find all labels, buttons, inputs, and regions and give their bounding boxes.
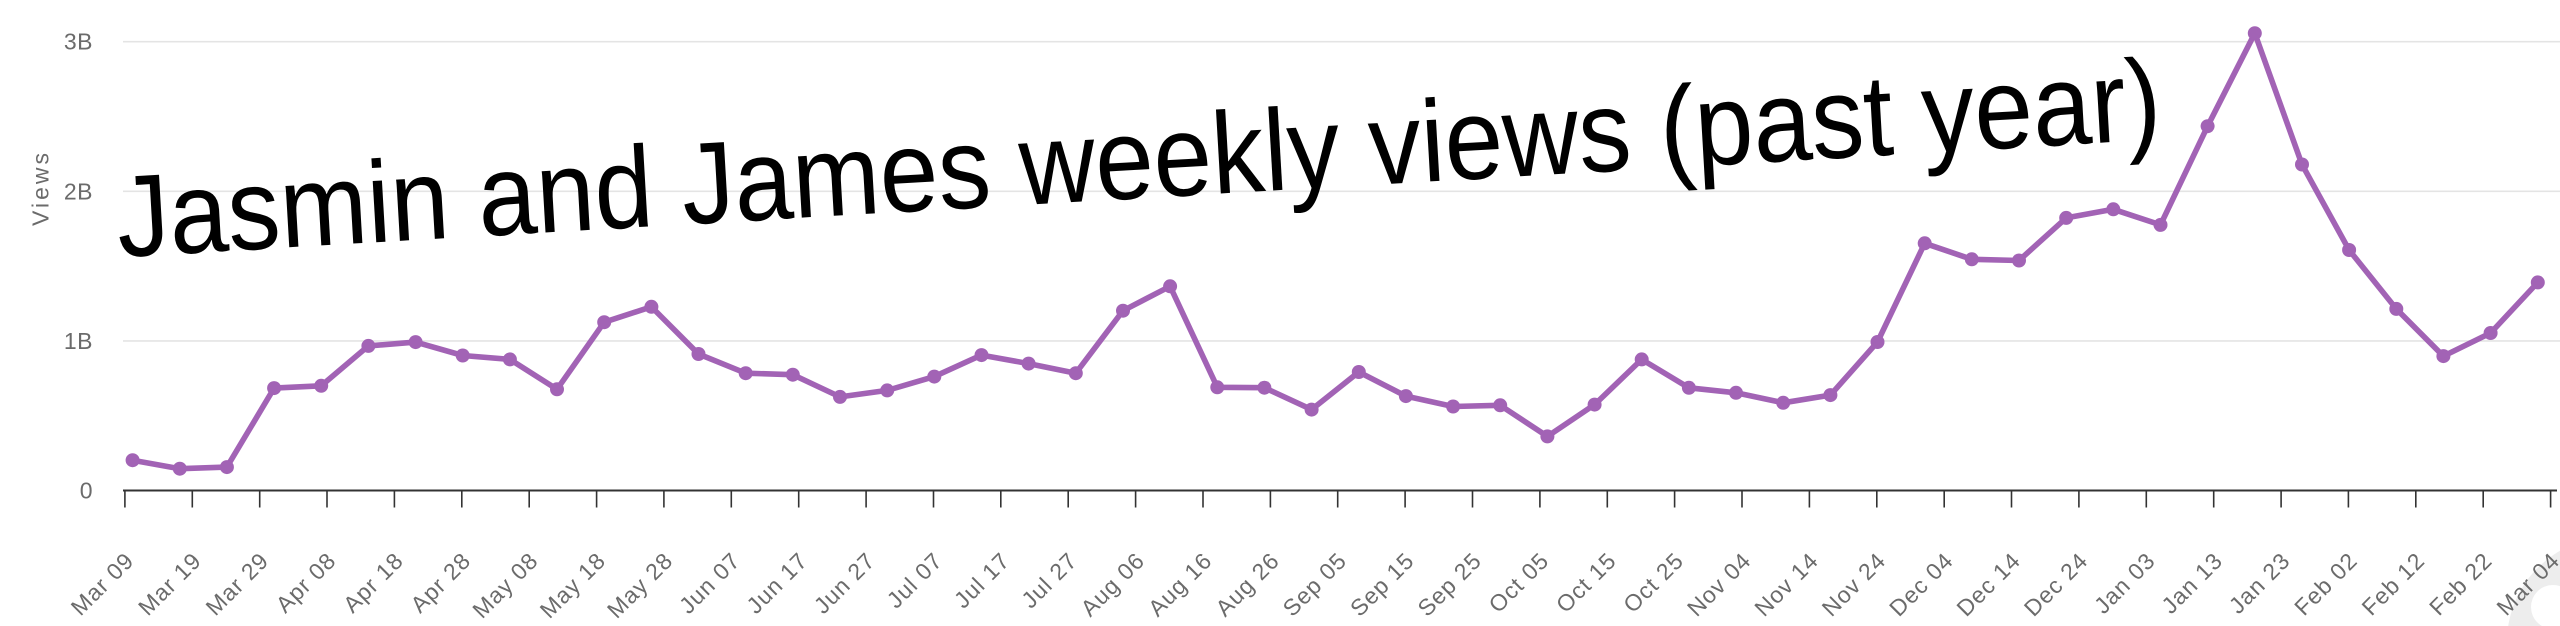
svg-text:May 08: May 08: [467, 547, 543, 623]
svg-text:Aug 26: Aug 26: [1210, 547, 1284, 621]
svg-text:Feb 22: Feb 22: [2424, 547, 2497, 620]
svg-text:Oct 25: Oct 25: [1618, 547, 1689, 618]
svg-text:Jun 17: Jun 17: [741, 547, 812, 618]
svg-text:Apr 18: Apr 18: [338, 547, 409, 618]
svg-text:Aug 16: Aug 16: [1143, 547, 1217, 621]
svg-text:Nov 14: Nov 14: [1749, 547, 1823, 621]
svg-text:Dec 24: Dec 24: [2019, 547, 2093, 621]
svg-text:Jan 23: Jan 23: [2224, 547, 2295, 618]
svg-text:Jul 07: Jul 07: [882, 547, 948, 613]
svg-text:Mar 19: Mar 19: [133, 547, 206, 620]
svg-text:Oct 05: Oct 05: [1483, 547, 1554, 618]
svg-text:Views: Views: [28, 150, 54, 226]
svg-text:Apr 08: Apr 08: [270, 547, 341, 618]
svg-text:Jul 27: Jul 27: [1016, 547, 1082, 613]
svg-text:Nov 04: Nov 04: [1682, 547, 1756, 621]
svg-text:May 18: May 18: [535, 547, 611, 623]
svg-text:Jan 13: Jan 13: [2156, 547, 2227, 618]
svg-text:0: 0: [80, 478, 93, 504]
svg-text:Apr 28: Apr 28: [405, 547, 476, 618]
svg-text:May 28: May 28: [602, 547, 678, 623]
svg-text:Jul 17: Jul 17: [949, 547, 1015, 613]
svg-text:Jan 03: Jan 03: [2089, 547, 2160, 618]
svg-text:3B: 3B: [64, 29, 93, 55]
svg-text:Jun 07: Jun 07: [674, 547, 745, 618]
svg-text:Sep 25: Sep 25: [1412, 547, 1486, 621]
svg-text:Jasmin and James weekly views: Jasmin and James weekly views (past year…: [113, 36, 2164, 283]
svg-text:1B: 1B: [64, 328, 93, 354]
svg-text:Dec 04: Dec 04: [1884, 547, 1958, 621]
svg-text:Mar 09: Mar 09: [66, 547, 139, 620]
svg-text:Nov 24: Nov 24: [1817, 547, 1891, 621]
svg-text:Dec 14: Dec 14: [1951, 547, 2025, 621]
svg-text:Aug 06: Aug 06: [1075, 547, 1149, 621]
svg-text:Jun 27: Jun 27: [809, 547, 880, 618]
svg-text:Sep 15: Sep 15: [1345, 547, 1419, 621]
svg-text:Sep 05: Sep 05: [1278, 547, 1352, 621]
svg-text:2B: 2B: [64, 178, 93, 204]
svg-text:Mar 29: Mar 29: [200, 547, 273, 620]
svg-text:Feb 02: Feb 02: [2289, 547, 2362, 620]
svg-text:Oct 15: Oct 15: [1551, 547, 1622, 618]
svg-text:Feb 12: Feb 12: [2357, 547, 2430, 620]
